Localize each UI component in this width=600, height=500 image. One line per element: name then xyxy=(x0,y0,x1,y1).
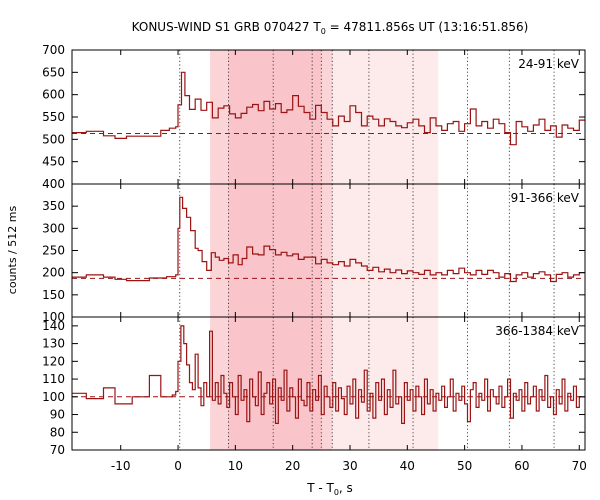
chart-title: KONUS-WIND S1 GRB 070427 T0 = 47811.856s… xyxy=(132,20,529,36)
y-tick-label: 110 xyxy=(42,372,65,386)
light-curve-series xyxy=(72,325,585,424)
y-tick-label: 90 xyxy=(50,408,65,422)
x-tick-label: 0 xyxy=(174,459,182,473)
x-axis-label-main: T - T xyxy=(306,481,334,495)
y-tick-label: 130 xyxy=(42,337,65,351)
x-axis-label-tail: , s xyxy=(339,481,353,495)
panel-frame xyxy=(71,316,586,451)
y-axis-label: counts / 512 ms xyxy=(6,206,19,295)
x-tick-label: 50 xyxy=(457,459,472,473)
y-tick-label: 550 xyxy=(42,110,65,124)
y-tick-label: 650 xyxy=(42,65,65,79)
y-tick-label: 300 xyxy=(42,221,65,235)
y-tick-label: 500 xyxy=(42,132,65,146)
y-tick-label: 450 xyxy=(42,155,65,169)
shade-region-3 xyxy=(228,50,322,184)
x-tick-label: 70 xyxy=(572,459,587,473)
x-tick-label: 40 xyxy=(400,459,415,473)
y-tick-label: 250 xyxy=(42,244,65,258)
energy-band-label: 366-1384 keV xyxy=(495,324,579,338)
chart-title-main: KONUS-WIND S1 GRB 070427 T xyxy=(132,20,322,34)
chart-title-subscript: 0 xyxy=(321,27,326,36)
y-tick-label: 150 xyxy=(42,288,65,302)
x-axis-label: T - T0, s xyxy=(306,481,353,497)
y-tick-label: 100 xyxy=(42,390,65,404)
y-tick-label: 700 xyxy=(42,43,65,57)
energy-band-label: 91-366 keV xyxy=(511,191,580,205)
y-tick-label: 350 xyxy=(42,199,65,213)
y-tick-label: 120 xyxy=(42,354,65,368)
y-tick-label: 200 xyxy=(42,266,65,280)
panel-1: 400 450 500 550 600 650 700 24-91 keV xyxy=(42,43,586,191)
chart-title-tail: = 47811.856s UT (13:16:51.856) xyxy=(326,20,529,34)
light-curve-series xyxy=(72,71,585,146)
x-tick-label: 20 xyxy=(285,459,300,473)
y-tick-label: 70 xyxy=(50,443,65,457)
y-tick-label: 600 xyxy=(42,88,65,102)
energy-band-label: 24-91 keV xyxy=(518,57,580,71)
panel-3: 70 80 90 100 110 120 130 140 366-1384 keV xyxy=(42,316,586,457)
panels-group: 400 450 500 550 600 650 700 24-91 keV 100 150 200 2… xyxy=(42,43,586,457)
y-tick-label: 80 xyxy=(50,425,65,439)
x-tick-label: 10 xyxy=(228,459,243,473)
x-axis-label-subscript: 0 xyxy=(334,488,339,497)
y-tick-label: 400 xyxy=(42,177,65,191)
y-tick-label: 100 xyxy=(42,310,65,324)
x-axis: -10 0 10 20 30 40 50 60 70 xyxy=(111,459,587,473)
x-tick-label: -10 xyxy=(111,459,131,473)
x-tick-label: 60 xyxy=(514,459,529,473)
x-tick-label: 30 xyxy=(342,459,357,473)
y-tick-label: 140 xyxy=(42,319,65,333)
panel-2: 100 150 200 250 300 350 91-366 keV xyxy=(42,183,586,324)
light-curve-series xyxy=(72,196,585,283)
